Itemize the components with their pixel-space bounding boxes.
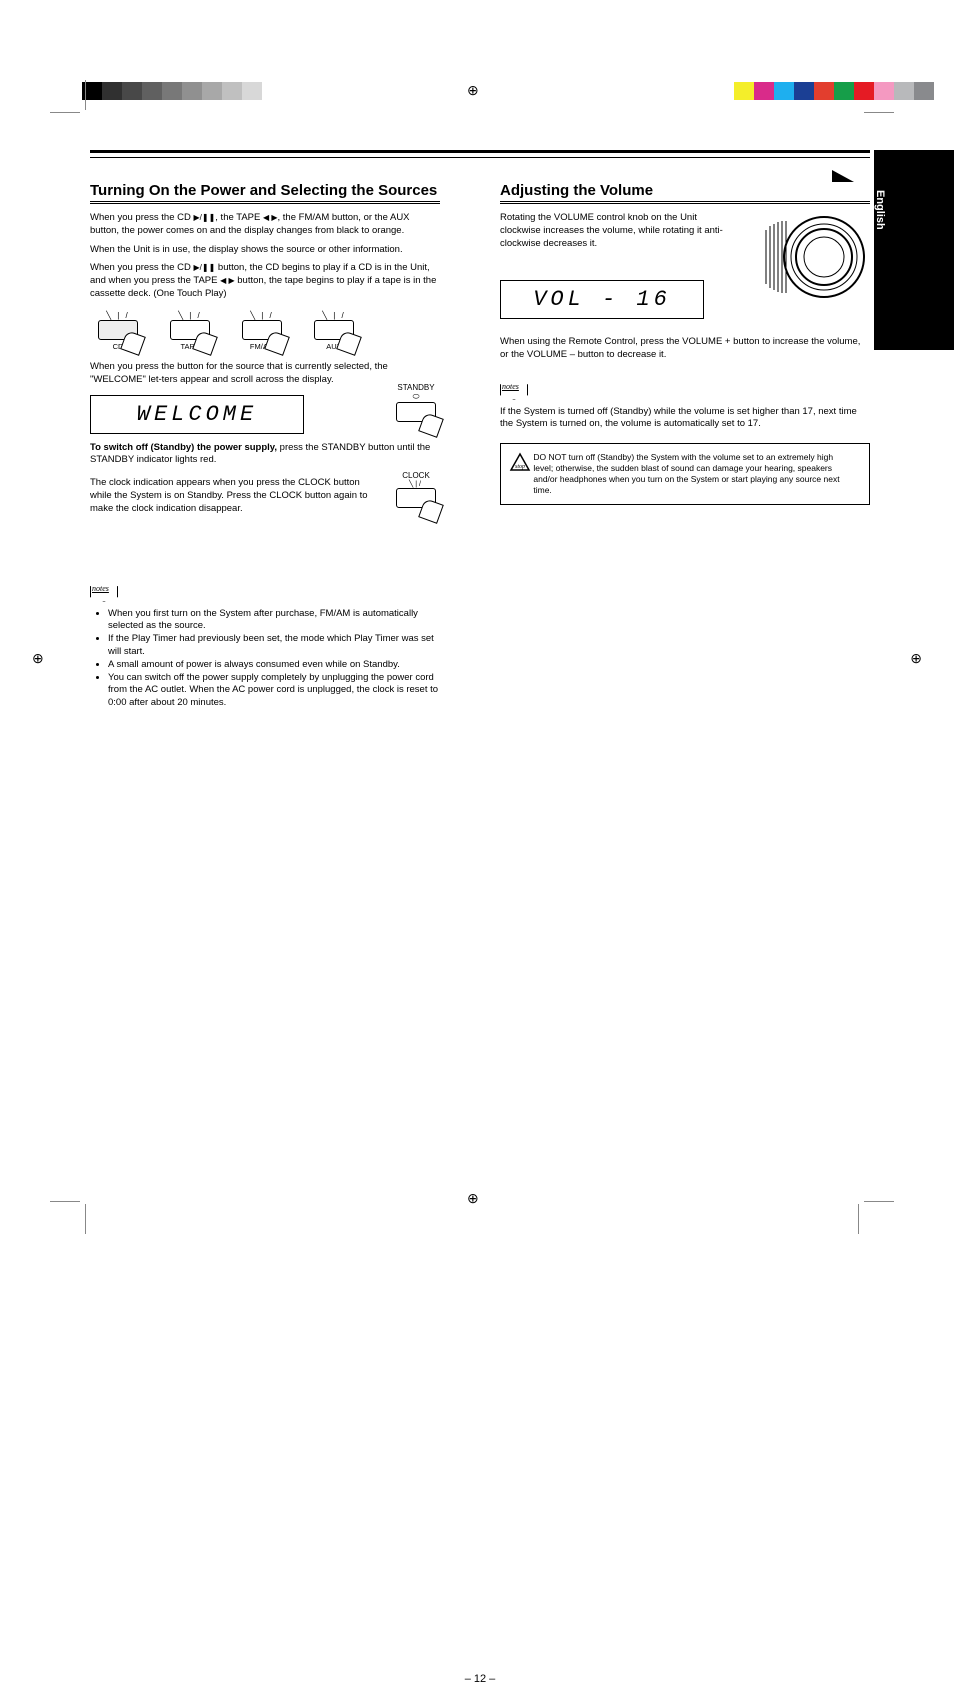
tape-button-diagram: ╲ | / TAPE: [162, 311, 218, 351]
cd-button-diagram: ╲ | / CD: [90, 311, 146, 351]
gray-swatch: [122, 82, 142, 100]
warning-box: stop DO NOT turn off (Standby) the Syste…: [500, 443, 870, 505]
side-language-tab: English: [874, 150, 954, 350]
list-item: If the Play Timer had previously been se…: [108, 633, 440, 659]
printer-color-bar: [734, 82, 934, 100]
side-language-label: English: [874, 150, 894, 230]
welcome-lcd-text: WELCOME: [137, 402, 257, 427]
gray-swatch: [222, 82, 242, 100]
left-para-1: When you press the CD ▶/❚❚, the TAPE ◀ ▶…: [90, 212, 440, 238]
top-rule-thin: [90, 157, 870, 158]
list-item: A small amount of power is always consum…: [108, 659, 440, 672]
left-heading: Turning On the Power and Selecting the S…: [90, 182, 440, 199]
clock-text: The clock indication appears when you pr…: [90, 477, 370, 515]
standby-text: To switch off (Standby) the power supply…: [90, 442, 440, 468]
right-heading-wrap: Adjusting the Volume: [500, 182, 870, 204]
registration-mark-icon: ⊕: [467, 82, 479, 99]
rewind-play-icon: ◀ ▶: [263, 213, 278, 222]
left-notes-list: When you first turn on the System after …: [90, 608, 440, 711]
volume-lcd: VOL - 16: [500, 280, 704, 319]
page-number: – 12 –: [465, 1673, 496, 1685]
clock-button-diagram: CLOCK ╲|/: [392, 471, 440, 510]
left-para-3: When you press the CD ▶/❚❚ button, the C…: [90, 262, 440, 300]
aux-button-diagram: ╲ | / AUX: [306, 311, 362, 351]
fmam-button-diagram: ╲ | / FM/AM: [234, 311, 290, 351]
color-swatch: [894, 82, 914, 100]
gray-swatch: [242, 82, 262, 100]
left-para-2: When the Unit is in use, the display sho…: [90, 244, 440, 257]
gray-swatch: [182, 82, 202, 100]
right-para-2: When using the Remote Control, press the…: [500, 336, 870, 362]
svg-text:stop: stop: [515, 464, 525, 470]
registration-mark-icon: ⊕: [32, 650, 44, 667]
gray-swatch: [202, 82, 222, 100]
gray-swatch: [142, 82, 162, 100]
crop-mark: [50, 1201, 80, 1202]
left-para-4: When you press the button for the source…: [90, 361, 440, 387]
list-item: You can switch off the power supply comp…: [108, 672, 440, 710]
warning-text: DO NOT turn off (Standby) the System wit…: [533, 452, 853, 496]
color-swatch: [754, 82, 774, 100]
crop-mark: [85, 1204, 86, 1234]
gray-swatch: [162, 82, 182, 100]
clock-button-label: CLOCK: [392, 471, 440, 480]
crop-mark: [85, 80, 86, 110]
right-heading: Adjusting the Volume: [500, 182, 870, 199]
color-swatch: [914, 82, 934, 100]
play-pause-icon: ▶/❚❚: [194, 213, 216, 222]
welcome-lcd: WELCOME: [90, 395, 304, 434]
right-notes: If the System is turned off (Standby) wh…: [500, 406, 870, 432]
rewind-play-icon: ◀ ▶: [220, 276, 235, 285]
left-heading-wrap: Turning On the Power and Selecting the S…: [90, 182, 440, 204]
volume-knob-diagram: [760, 212, 870, 302]
notes-icon: [90, 576, 120, 602]
top-rule: [90, 150, 870, 153]
list-item: When you first turn on the System after …: [108, 608, 440, 634]
crop-mark: [864, 1201, 894, 1202]
registration-mark-icon: ⊕: [910, 650, 922, 667]
stop-warning-icon: stop: [509, 452, 531, 472]
crop-mark: [858, 1204, 859, 1234]
volume-lcd-text: VOL - 16: [533, 287, 671, 312]
color-swatch: [834, 82, 854, 100]
color-swatch: [854, 82, 874, 100]
color-swatch: [794, 82, 814, 100]
color-swatch: [734, 82, 754, 100]
notes-icon: [500, 374, 530, 400]
color-swatch: [774, 82, 794, 100]
crop-mark: [50, 112, 80, 113]
standby-button-label: STANDBY: [392, 383, 440, 392]
color-swatch: [874, 82, 894, 100]
crop-mark: [864, 112, 894, 113]
gray-swatch: [102, 82, 122, 100]
printer-grayscale-bar: [82, 82, 262, 100]
right-para-1: Rotating the VOLUME control knob on the …: [500, 212, 730, 250]
source-buttons-row: ╲ | / CD ╲ | / TAPE ╲ | / FM/AM ╲ | /: [90, 311, 440, 351]
standby-button-diagram: STANDBY ⬭: [392, 383, 440, 424]
play-pause-icon: ▶/❚❚: [194, 263, 216, 272]
registration-mark-icon: ⊕: [467, 1190, 479, 1207]
color-swatch: [814, 82, 834, 100]
